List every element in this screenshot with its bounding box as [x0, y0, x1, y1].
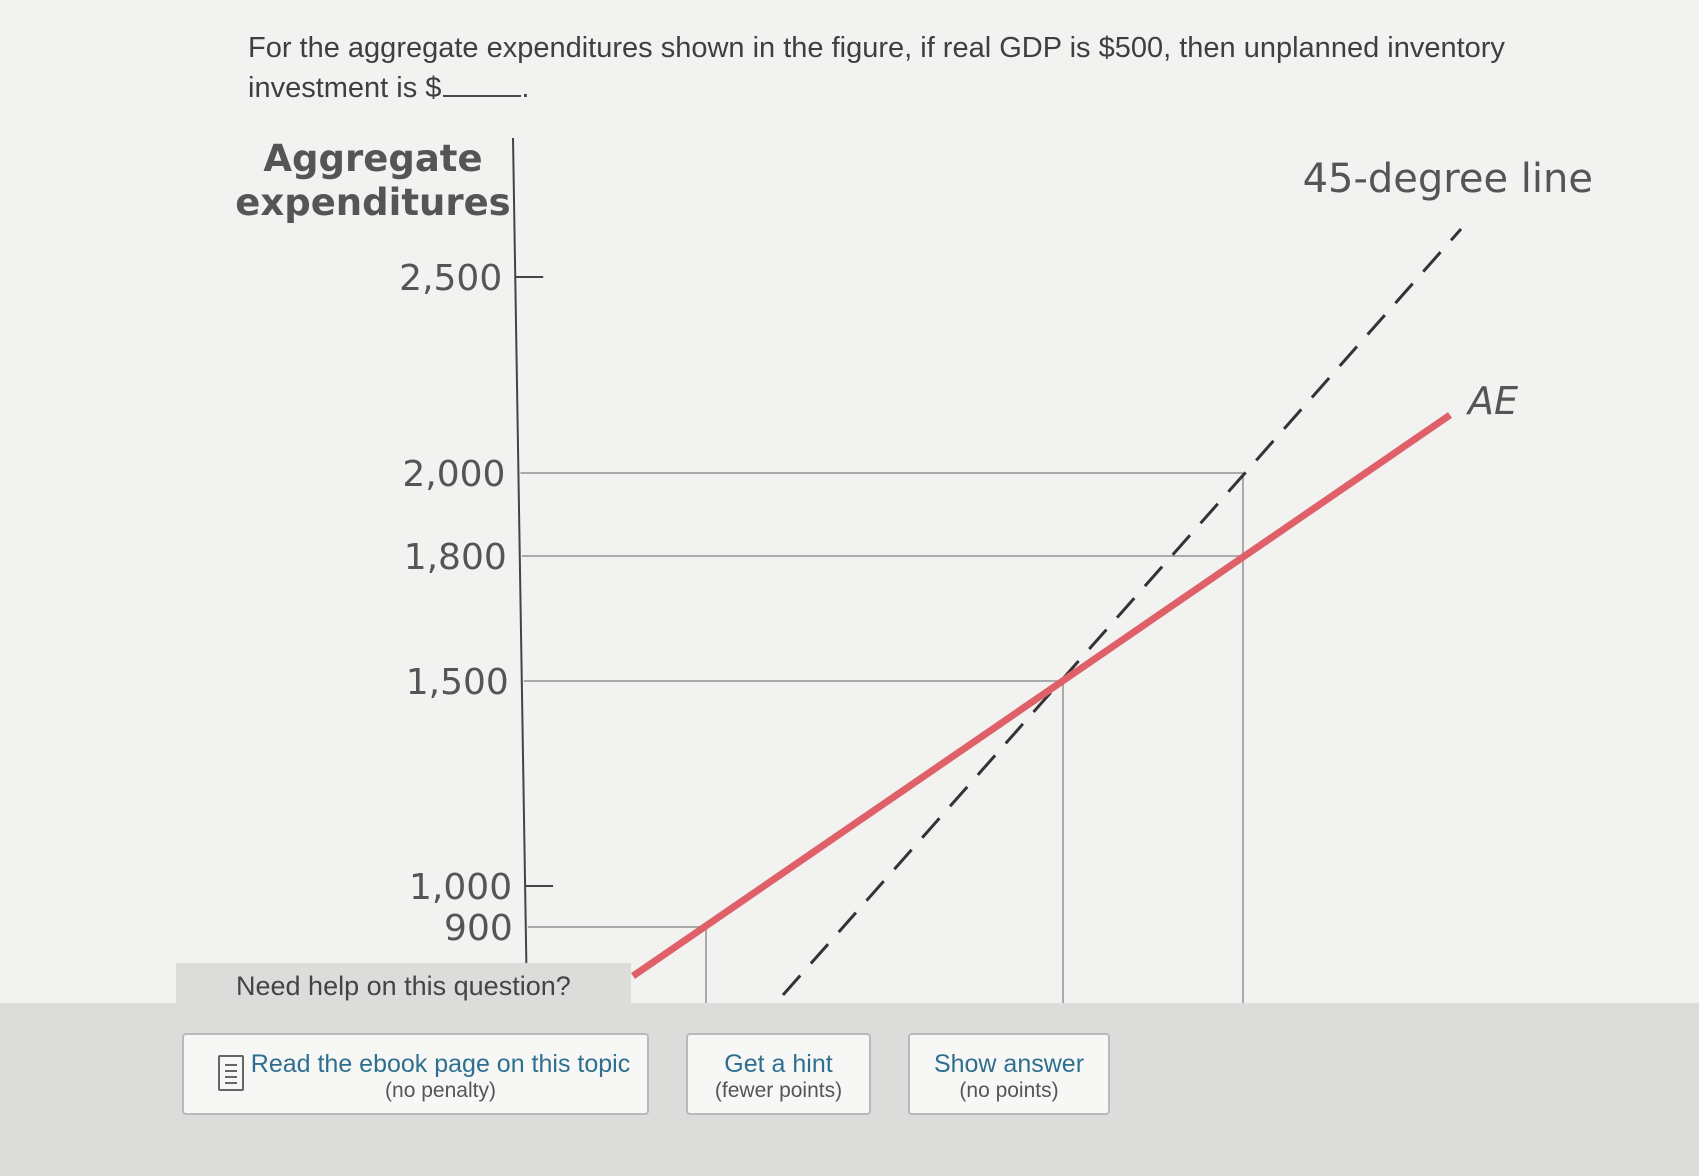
document-icon — [218, 1055, 244, 1091]
get-hint-button[interactable]: Get a hint (fewer points) — [686, 1033, 871, 1115]
series-label-45-degree: 45-degree line — [1303, 156, 1593, 202]
get-hint-label: Get a hint — [724, 1050, 833, 1078]
aggregate-expenditures-chart: Aggregate expenditures 2,500 2,000 1,800 1,… — [235, 137, 1593, 1003]
question-text: For the aggregate expenditures shown in … — [248, 28, 1548, 108]
y-tick-label-1000: 1,000 — [409, 867, 512, 908]
answer-blank — [443, 69, 522, 97]
y-tick-label-2500: 2,500 — [399, 258, 502, 299]
ae-line — [631, 412, 1452, 979]
help-heading: Need help on this question? — [176, 963, 631, 1007]
read-ebook-button[interactable]: Read the ebook page on this topic (no pe… — [182, 1033, 649, 1115]
y-tick-label-1800: 1,800 — [404, 537, 507, 578]
y-axis-label-line1: Aggregate — [263, 137, 482, 180]
show-answer-button[interactable]: Show answer (no points) — [908, 1033, 1110, 1115]
y-tick-label-1500: 1,500 — [406, 662, 509, 703]
y-tick-label-900: 900 — [444, 908, 513, 949]
get-hint-sublabel: (fewer points) — [714, 1079, 843, 1102]
show-answer-sublabel: (no points) — [959, 1079, 1059, 1102]
show-answer-label: Show answer — [933, 1050, 1085, 1078]
y-tick-label-2000: 2,000 — [402, 454, 505, 495]
read-ebook-label: Read the ebook page on this topic — [250, 1050, 631, 1078]
45-degree-line — [781, 228, 1463, 996]
read-ebook-sublabel: (no penalty) — [385, 1079, 496, 1102]
question-prompt: For the aggregate expenditures shown in … — [248, 32, 1505, 104]
question-page: For the aggregate expenditures shown in … — [0, 0, 1699, 1003]
y-axis — [512, 137, 528, 1003]
y-axis-label-line2: expenditures — [235, 181, 510, 224]
question-suffix: . — [521, 72, 530, 104]
series-label-ae: AE — [1465, 379, 1518, 423]
